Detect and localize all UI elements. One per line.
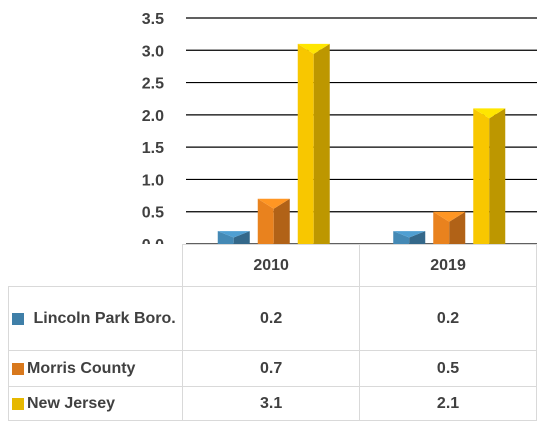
bar xyxy=(473,108,506,244)
gridlines xyxy=(186,17,537,244)
bar-face xyxy=(233,231,250,244)
y-tick-label: 1.5 xyxy=(142,140,164,157)
y-tick-label: 2.5 xyxy=(142,76,164,93)
bar-chart: 0.0 0.5 1.0 1.5 2.0 2.5 3.0 3.5 xyxy=(142,11,537,244)
table-header-2019: 2019 xyxy=(359,244,537,287)
y-axis-ticks: 0.0 0.5 1.0 1.5 2.0 2.5 3.0 3.5 xyxy=(142,11,164,244)
bar xyxy=(393,231,426,244)
bar-face xyxy=(297,43,314,244)
legend-entry: New Jersey xyxy=(7,386,184,421)
table-header-2010: 2010 xyxy=(182,244,361,287)
y-tick-label: 3.0 xyxy=(142,43,164,60)
bar xyxy=(257,198,290,244)
table-row: New Jersey 3.1 2.1 xyxy=(7,386,537,421)
table-cell: 3.1 xyxy=(182,386,361,421)
bar-face xyxy=(433,211,450,244)
y-tick-label: 0.0 xyxy=(142,237,164,244)
bar-face xyxy=(409,231,426,244)
bar-face xyxy=(393,231,410,244)
legend-entry: Morris County xyxy=(7,350,184,387)
table-cell: 2.1 xyxy=(359,386,537,421)
bar-top xyxy=(433,211,466,222)
bar-face xyxy=(257,198,274,244)
bar xyxy=(217,231,250,244)
bar-face xyxy=(449,211,466,244)
bar-top xyxy=(297,43,330,54)
bar-top xyxy=(393,231,426,238)
legend-key-new-jersey xyxy=(12,397,24,410)
legend-key-morris-county xyxy=(12,362,24,375)
legend-entry: Lincoln Park Boro. xyxy=(7,286,184,351)
bars xyxy=(217,43,506,244)
table-cell: 0.2 xyxy=(182,286,361,351)
table-corner xyxy=(8,244,184,287)
y-tick-label: 2.0 xyxy=(142,108,164,125)
bar-face xyxy=(473,108,490,244)
bar-top xyxy=(473,108,506,119)
bar-face xyxy=(313,43,330,244)
table-header-row: 2010 2019 xyxy=(8,244,537,287)
table-cell: 0.2 xyxy=(359,286,537,351)
table-row: Lincoln Park Boro. 0.2 0.2 xyxy=(7,286,537,351)
y-tick-label: 1.0 xyxy=(142,172,164,189)
legend-label: New Jersey xyxy=(27,394,116,412)
table-cell: 0.5 xyxy=(359,350,537,387)
bar xyxy=(297,43,330,244)
legend-label: Lincoln Park Boro. xyxy=(33,309,176,327)
bar-top xyxy=(257,198,290,209)
legend-key-lincoln-park xyxy=(12,312,24,325)
bar-face xyxy=(217,231,234,244)
legend-label: Morris County xyxy=(27,359,136,377)
y-tick-label: 3.5 xyxy=(142,11,164,28)
bar xyxy=(433,211,466,244)
y-tick-label: 0.5 xyxy=(142,205,164,222)
table-row: Morris County 0.7 0.5 xyxy=(7,350,537,387)
data-table: 2010 2019 Lincoln Park Boro. 0.2 0.2 Mor… xyxy=(7,244,537,421)
bar-face xyxy=(489,108,506,244)
bar-top xyxy=(217,231,250,238)
table-cell: 0.7 xyxy=(182,350,361,387)
bar-face xyxy=(273,198,290,244)
